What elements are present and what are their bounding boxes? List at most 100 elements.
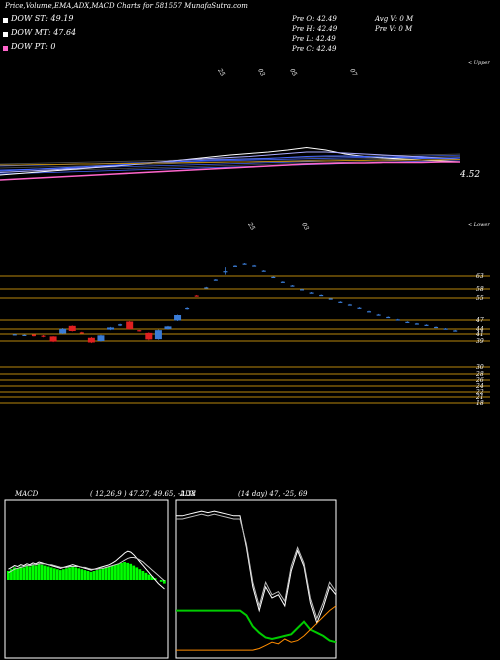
candle-body	[405, 321, 410, 323]
macd-histogram-bar	[92, 571, 96, 580]
price-tick-label: 18	[476, 400, 484, 407]
candle-body	[87, 337, 95, 343]
candle-body	[59, 328, 67, 334]
price-tick-label: 63	[476, 273, 484, 280]
macd-histogram-bar	[147, 574, 151, 580]
candle-body	[233, 265, 237, 267]
macd-histogram-bar	[65, 568, 68, 580]
candle-body	[204, 287, 209, 289]
adx-series-line	[176, 605, 337, 651]
macd-histogram-bar	[74, 567, 78, 580]
macd-histogram-bar	[19, 566, 22, 580]
macd-histogram-bar	[31, 564, 35, 580]
candle-body	[126, 321, 134, 330]
candle-body	[434, 326, 439, 329]
ohlc-open: Pre O: 42.49	[292, 15, 337, 23]
macd-histogram-bar	[49, 567, 53, 580]
macd-histogram-bar	[141, 571, 145, 580]
lower-label: < Lower	[468, 222, 490, 228]
adx-params: (14 day) 47, -25, 69	[238, 490, 308, 498]
ema-date-label: 05	[288, 68, 298, 78]
candle-body	[357, 307, 362, 309]
avg-volume: Avg V: 0 M	[375, 15, 414, 23]
macd-histogram-bar	[28, 566, 32, 580]
macd-histogram-bar	[71, 566, 74, 580]
macd-line	[8, 550, 165, 590]
legend-dow-mt: DOW MT: 47.64	[11, 28, 77, 37]
macd-histogram-bar	[86, 571, 90, 580]
macd-histogram-bar	[77, 568, 81, 580]
candle-body	[164, 326, 172, 330]
legend-swatch-st	[3, 18, 8, 23]
candle-body	[49, 336, 57, 342]
macd-histogram-bar	[25, 565, 29, 580]
legend-dow-st: DOW ST: 49.19	[11, 14, 74, 23]
candle-body	[290, 285, 295, 287]
ema-series-line	[0, 159, 461, 166]
macd-histogram-bar	[117, 563, 120, 580]
candle-body	[319, 294, 324, 297]
price-tick-label: 30	[476, 364, 484, 371]
macd-histogram-bar	[138, 569, 142, 580]
macd-histogram-bar	[37, 563, 41, 580]
adx-title: ADX	[180, 490, 196, 498]
candle-body	[22, 334, 27, 336]
macd-histogram-bar	[132, 565, 136, 580]
ema-bg-line	[0, 158, 461, 173]
macd-histogram-bar	[7, 571, 10, 580]
candle-body	[414, 323, 419, 325]
candle-body	[271, 276, 276, 279]
legend-dow-pt: DOW PT: 0	[11, 42, 56, 51]
upper-label: < Upper	[468, 60, 490, 66]
candle-body	[68, 325, 76, 331]
pre-volume: Pre V: 0 M	[375, 25, 413, 33]
macd-histogram-bar	[62, 569, 65, 580]
price-date-label: 03	[300, 222, 310, 232]
price-tick-label: 39	[476, 338, 484, 345]
candle-body	[31, 334, 36, 337]
ema-value-label: 4.52	[460, 170, 481, 180]
candle-body	[347, 304, 352, 306]
macd-histogram-bar	[68, 567, 71, 580]
price-date-label: 25	[246, 221, 256, 232]
candle-body	[137, 330, 142, 332]
candle-body	[97, 335, 105, 341]
candle-body	[367, 311, 372, 313]
macd-histogram-bar	[55, 569, 59, 580]
macd-histogram-bar	[144, 572, 148, 580]
candle-body	[376, 314, 381, 316]
candle-body	[154, 330, 162, 340]
candle-body	[338, 301, 343, 303]
macd-histogram-bar	[83, 570, 87, 580]
adx-series-line	[176, 513, 337, 620]
ema-date-label: 07	[348, 68, 358, 78]
price-tick-label: 55	[476, 295, 484, 302]
ema-series-line	[0, 151, 461, 173]
candle-body	[453, 330, 458, 332]
macd-histogram-bar	[40, 564, 44, 580]
ema-date-label: 25	[216, 67, 226, 78]
macd-params: ( 12,26,9 ) 47.27, 49.65, -2.38	[90, 490, 196, 498]
macd-histogram-bar	[135, 567, 139, 580]
macd-histogram-bar	[13, 567, 16, 580]
adx-frame	[175, 499, 337, 659]
candle-body	[443, 328, 448, 330]
candle-body	[309, 292, 314, 294]
candle-body	[280, 281, 285, 283]
macd-histogram-bar	[123, 562, 126, 580]
macd-histogram-bar	[98, 569, 102, 580]
macd-histogram-bar	[120, 562, 123, 580]
candle-body	[12, 334, 17, 336]
macd-histogram-bar	[107, 566, 111, 580]
ohlc-low: Pre L: 42.49	[292, 35, 336, 43]
price-tick-label: 21	[475, 394, 484, 401]
ohlc-close: Pre C: 42.49	[292, 45, 337, 53]
ema-series-line	[0, 155, 461, 172]
macd-histogram-bar	[80, 569, 84, 580]
price-tick-label: 44	[475, 326, 484, 333]
macd-histogram-bar	[159, 580, 163, 582]
candle-body	[223, 271, 228, 273]
price-tick-label: 22	[475, 389, 484, 396]
macd-histogram-bar	[34, 565, 38, 580]
